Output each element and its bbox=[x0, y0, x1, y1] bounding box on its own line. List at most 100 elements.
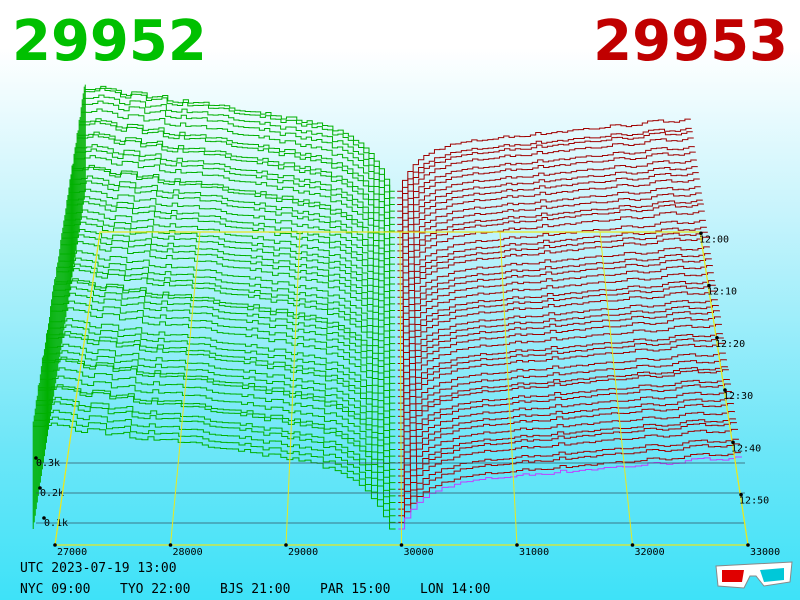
ask-depth-line bbox=[398, 369, 729, 444]
bid-depth-line bbox=[51, 299, 396, 411]
bid-depth-line bbox=[80, 107, 395, 219]
ask-depth-line bbox=[398, 366, 728, 437]
volume-label: 0.3k bbox=[36, 458, 60, 469]
ask-depth-line bbox=[398, 397, 733, 470]
bid-depth-line bbox=[73, 153, 395, 265]
time-label: 12:30 bbox=[723, 391, 753, 402]
bid-depth-line bbox=[57, 262, 396, 371]
ask-depth-line bbox=[398, 391, 732, 464]
bid-depth-line bbox=[49, 316, 396, 424]
bid-depth-line bbox=[36, 395, 396, 504]
price-dot bbox=[284, 543, 288, 547]
bid-depth-line bbox=[43, 349, 396, 457]
time-dot bbox=[699, 231, 703, 236]
price-dot bbox=[168, 543, 173, 547]
price-label: 32000 bbox=[635, 547, 665, 558]
time-dot bbox=[715, 336, 719, 340]
bid-depth-line bbox=[52, 291, 396, 404]
ask-depth-line bbox=[397, 199, 703, 272]
bid-depth-line bbox=[77, 130, 395, 239]
bid-depth-line bbox=[62, 227, 396, 338]
ask-depth-line bbox=[398, 456, 742, 530]
ask-depth-line bbox=[397, 236, 709, 311]
bid-depth-line bbox=[69, 179, 396, 292]
ask-depth-line bbox=[397, 172, 699, 245]
bid-depth-line bbox=[41, 357, 396, 470]
bid-depth-line bbox=[53, 285, 396, 398]
ask-depth-line bbox=[397, 337, 724, 411]
time-label: 12:40 bbox=[731, 443, 761, 454]
bid-depth-line bbox=[65, 208, 396, 318]
ask-depth-line bbox=[397, 333, 723, 404]
volume-label: 0.1k bbox=[44, 518, 68, 529]
bid-depth-line bbox=[74, 147, 395, 259]
bid-depth-line bbox=[72, 163, 395, 272]
bid-depth-line bbox=[42, 355, 396, 464]
bid-depth-line bbox=[50, 306, 396, 417]
ask-depth-line bbox=[397, 253, 711, 325]
bid-depth-line bbox=[48, 323, 396, 431]
price-dot bbox=[630, 543, 635, 547]
bid-depth-line bbox=[71, 165, 396, 278]
ask-depth-line bbox=[397, 151, 696, 225]
bid-depth-line bbox=[66, 199, 396, 311]
volume-dot bbox=[38, 486, 42, 490]
ask-depth-line bbox=[397, 265, 713, 338]
time-dot bbox=[707, 283, 711, 288]
bid-depth-line bbox=[58, 256, 396, 364]
time-dot bbox=[723, 388, 727, 392]
time-label: 12:50 bbox=[739, 496, 769, 507]
ask-depth-line bbox=[397, 166, 698, 239]
ask-depth-line bbox=[398, 403, 734, 477]
ask-depth-line bbox=[397, 352, 726, 424]
ask-depth-line bbox=[397, 258, 712, 331]
zone-time: BJS 21:00 bbox=[220, 582, 290, 597]
ask-depth-line bbox=[397, 137, 694, 212]
bid-depth-line bbox=[70, 174, 396, 285]
bid-depth-line bbox=[76, 133, 395, 245]
volume-dot bbox=[42, 516, 46, 520]
bid-depth-line bbox=[63, 220, 396, 331]
ask-depth-line bbox=[398, 443, 740, 517]
bid-depth-line bbox=[78, 119, 395, 232]
time-dot bbox=[731, 440, 735, 445]
bid-depth-line bbox=[34, 408, 396, 517]
price-dot bbox=[399, 543, 404, 547]
ask-price: 29953 bbox=[593, 9, 788, 74]
ask-depth-line bbox=[397, 310, 720, 384]
ask-depth-line bbox=[398, 379, 730, 451]
bid-depth-line bbox=[75, 142, 395, 252]
ask-depth-line bbox=[397, 305, 719, 378]
price-label: 28000 bbox=[173, 547, 203, 558]
price-grid-line bbox=[170, 231, 201, 546]
axes: 0.3k 0.2k 0.1k 27000 28000 29000 30000 31000 320… bbox=[34, 231, 780, 558]
bid-depth-line bbox=[47, 329, 396, 437]
price-dot bbox=[746, 543, 750, 547]
bid-depth-line bbox=[33, 415, 396, 523]
ask-depth-line bbox=[397, 118, 691, 192]
bid-depth-line bbox=[55, 277, 396, 384]
ask-depth-line bbox=[397, 299, 718, 371]
bid-price: 29952 bbox=[12, 9, 207, 74]
ask-depth-line bbox=[397, 210, 705, 285]
bid-depth-line bbox=[61, 233, 396, 345]
bid-depth-line bbox=[37, 385, 396, 497]
price-label: 33000 bbox=[750, 547, 780, 558]
price-dot bbox=[53, 543, 57, 547]
bid-depth-line bbox=[35, 400, 396, 510]
bid-depth-line bbox=[67, 194, 396, 305]
time-dot bbox=[739, 492, 743, 497]
ask-depth-line bbox=[397, 131, 693, 206]
bid-depth-line bbox=[81, 99, 395, 212]
price-grid-line bbox=[54, 231, 101, 546]
bid-depth-line bbox=[39, 374, 396, 484]
ask-depth-line bbox=[397, 316, 721, 391]
ask-depth-line bbox=[398, 418, 736, 490]
bid-depth-line bbox=[44, 342, 396, 451]
3d-glasses-icon bbox=[715, 561, 793, 589]
price-label: 27000 bbox=[57, 547, 87, 558]
price-label: 30000 bbox=[404, 547, 434, 558]
ask-depth-line bbox=[398, 452, 741, 523]
